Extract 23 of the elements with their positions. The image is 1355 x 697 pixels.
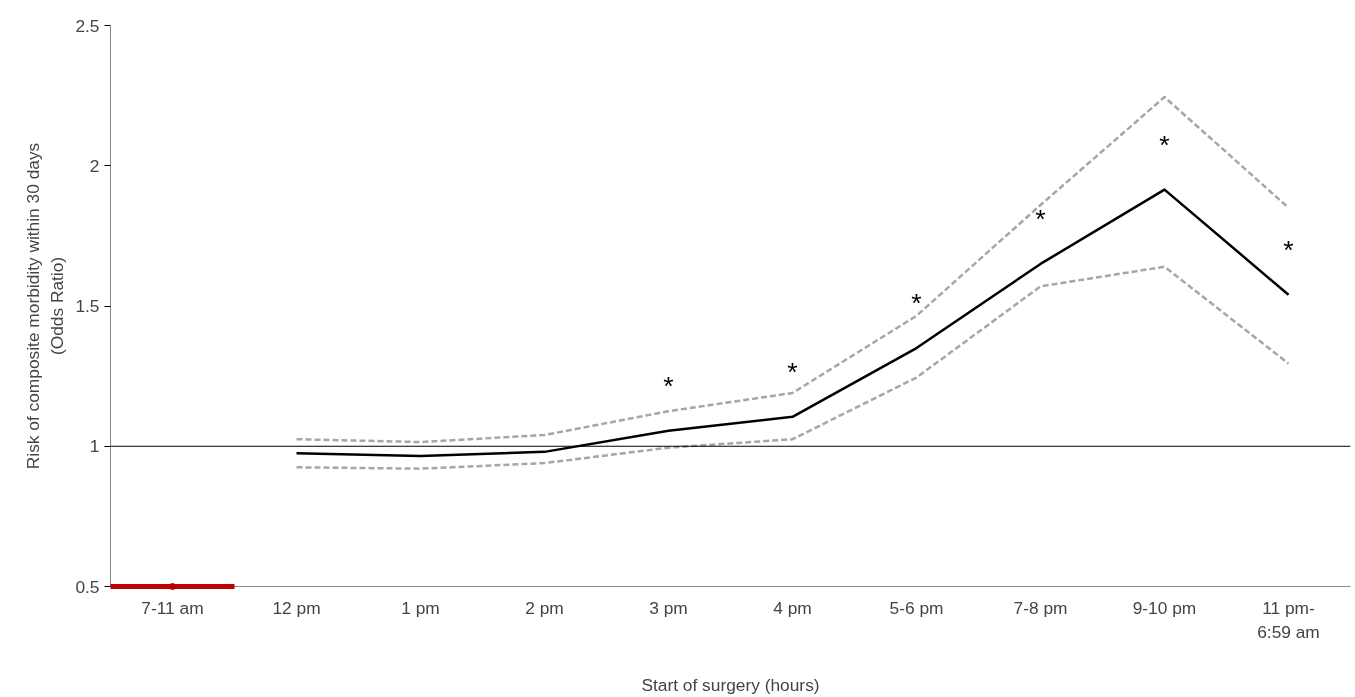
x-tick-label: 5-6 pm	[889, 597, 944, 618]
x-tick-label: 1 pm	[401, 597, 440, 618]
y-tick-label: 0.5	[75, 576, 100, 597]
x-tick-label: 2 pm	[525, 597, 564, 618]
y-tick-label: 2.5	[75, 15, 100, 36]
data-label: *	[1159, 129, 1170, 160]
x-tick-label: 11 pm- 6:59 am	[1257, 597, 1320, 642]
y-tick-label: 2	[89, 155, 100, 176]
y-axis-title: Risk of composite morbidity within 30 days (Odds Ratio)	[23, 142, 68, 470]
x-tick-label: 9-10 pm	[1132, 597, 1197, 618]
data-label: *	[911, 288, 922, 319]
x-tick-label: 7-11 am	[141, 597, 204, 618]
x-tick-label: 12 pm	[272, 597, 321, 618]
x-tick-label: 7-8 pm	[1013, 597, 1068, 618]
x-tick-label: 4 pm	[773, 597, 812, 618]
data-label: *	[1035, 203, 1046, 234]
y-tick-label: 1	[89, 436, 100, 457]
data-label: *	[1283, 234, 1294, 265]
data-label: *	[663, 370, 674, 401]
y-tick-label: 1.5	[75, 296, 100, 316]
data-label: *	[787, 356, 798, 387]
x-tick-label: 3 pm	[649, 597, 688, 618]
x-axis-title: Start of surgery (hours)	[641, 674, 820, 695]
